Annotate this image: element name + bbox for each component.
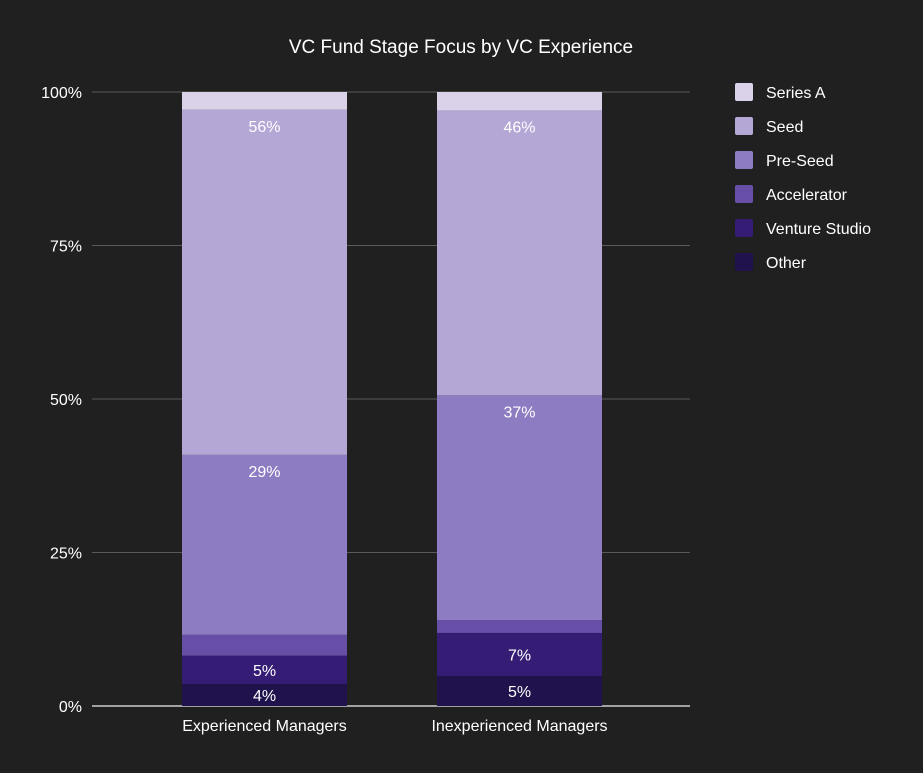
bar-segment-venture-studio <box>437 632 602 676</box>
legend-label: Accelerator <box>766 187 848 204</box>
y-tick-label: 100% <box>41 85 82 102</box>
bar-segment-other <box>182 683 347 706</box>
data-label: 5% <box>508 684 531 701</box>
data-label: 4% <box>253 688 276 705</box>
data-label: 29% <box>248 464 280 481</box>
bar-segment-pre-seed <box>437 395 602 621</box>
bar-segment-accelerator <box>182 634 347 656</box>
y-tick-label: 25% <box>50 546 82 563</box>
data-label: 5% <box>253 663 276 680</box>
legend-label: Series A <box>766 85 826 102</box>
data-label: 37% <box>503 404 535 421</box>
legend-label: Seed <box>766 119 803 136</box>
data-label: 46% <box>503 119 535 136</box>
legend-label: Venture Studio <box>766 221 871 238</box>
x-axis-ticks: Experienced Managers Inexperienced Manage… <box>182 718 607 735</box>
legend-swatch <box>735 219 753 237</box>
bar-segment-series-a <box>437 92 602 111</box>
bar-segment-series-a <box>182 92 347 110</box>
bar-segment-seed <box>437 110 602 396</box>
data-label: 56% <box>248 119 280 136</box>
legend-swatch <box>735 151 753 169</box>
legend-swatch <box>735 185 753 203</box>
data-label: 7% <box>508 647 531 664</box>
legend-label: Other <box>766 255 807 272</box>
bar-segment-venture-studio <box>182 655 347 684</box>
x-tick-label: Inexperienced Managers <box>431 718 607 735</box>
bars: 4% 5% 29% 56% 5% 7% 37% 46% <box>182 92 602 706</box>
legend-swatch <box>735 83 753 101</box>
x-tick-label: Experienced Managers <box>182 718 347 735</box>
bar-segment-pre-seed <box>182 454 347 635</box>
legend-label: Pre-Seed <box>766 153 834 170</box>
legend-swatch <box>735 253 753 271</box>
legend-swatch <box>735 117 753 135</box>
bar-segment-accelerator <box>437 620 602 633</box>
chart-title: VC Fund Stage Focus by VC Experience <box>289 37 633 58</box>
y-axis-ticks: 0% 25% 50% 75% 100% <box>41 85 82 716</box>
bar-segment-other <box>437 675 602 706</box>
legend: Series A Seed Pre-Seed Accelerator Venture S… <box>735 83 871 272</box>
y-tick-label: 75% <box>50 239 82 256</box>
y-tick-label: 0% <box>59 699 82 716</box>
y-tick-label: 50% <box>50 392 82 409</box>
bar-segment-seed <box>182 109 347 455</box>
